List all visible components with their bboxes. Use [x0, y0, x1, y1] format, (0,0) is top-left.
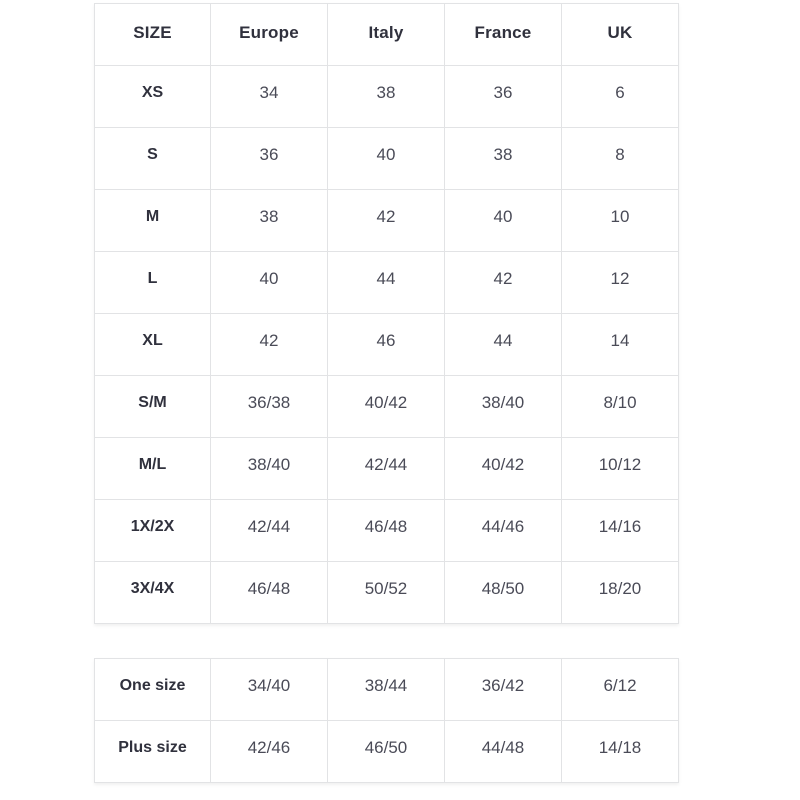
size-value-cell: 36/42	[444, 658, 562, 721]
size-label-cell: S/M	[94, 375, 211, 438]
size-value-cell: 46/48	[327, 499, 445, 562]
size-value-cell: 40/42	[327, 375, 445, 438]
table-row: XS 34 38 36 6	[94, 65, 679, 128]
size-value-cell: 50/52	[327, 561, 445, 624]
size-value-cell: 42/44	[210, 499, 328, 562]
table-row: S/M 36/38 40/42 38/40 8/10	[94, 375, 679, 438]
size-table-body: XS 34 38 36 6 S 36 40 38 8 M 38 42 40 10 L 40 44 42 12 XL 42 4…	[94, 65, 679, 624]
table-row: M 38 42 40 10	[94, 189, 679, 252]
size-value-cell: 40/42	[444, 437, 562, 500]
size-label-cell: L	[94, 251, 211, 314]
size-value-cell: 38/40	[444, 375, 562, 438]
size-value-cell: 34/40	[210, 658, 328, 721]
size-label-cell: 1X/2X	[94, 499, 211, 562]
size-value-cell: 14	[561, 313, 679, 376]
size-value-cell: 38	[327, 65, 445, 128]
size-value-cell: 12	[561, 251, 679, 314]
column-header: UK	[561, 3, 679, 66]
size-label-cell: M	[94, 189, 211, 252]
size-label-cell: XS	[94, 65, 211, 128]
size-value-cell: 44	[327, 251, 445, 314]
size-value-cell: 10/12	[561, 437, 679, 500]
table-row: XL 42 46 44 14	[94, 313, 679, 376]
size-value-cell: 6/12	[561, 658, 679, 721]
size-value-cell: 46	[327, 313, 445, 376]
table-row: 1X/2X 42/44 46/48 44/46 14/16	[94, 499, 679, 562]
table-row: 3X/4X 46/48 50/52 48/50 18/20	[94, 561, 679, 624]
size-label-cell: S	[94, 127, 211, 190]
size-value-cell: 14/18	[561, 720, 679, 783]
size-value-cell: 6	[561, 65, 679, 128]
size-value-cell: 42/46	[210, 720, 328, 783]
size-value-cell: 38	[444, 127, 562, 190]
size-value-cell: 40	[444, 189, 562, 252]
size-value-cell: 8	[561, 127, 679, 190]
size-label-cell: One size	[94, 658, 211, 721]
table-row: S 36 40 38 8	[94, 127, 679, 190]
size-value-cell: 38/44	[327, 658, 445, 721]
table-row: M/L 38/40 42/44 40/42 10/12	[94, 437, 679, 500]
size-value-cell: 48/50	[444, 561, 562, 624]
size-value-cell: 46/50	[327, 720, 445, 783]
size-label-cell: 3X/4X	[94, 561, 211, 624]
table-row: L 40 44 42 12	[94, 251, 679, 314]
table-row: Plus size 42/46 46/50 44/48 14/18	[94, 720, 679, 783]
size-value-cell: 42	[210, 313, 328, 376]
size-value-cell: 42/44	[327, 437, 445, 500]
header-row: SIZE Europe Italy France UK	[94, 3, 679, 66]
size-chart-page: SIZE Europe Italy France UK XS 34 38 36 6 S 36 40 38…	[94, 3, 679, 783]
size-conversion-table: SIZE Europe Italy France UK XS 34 38 36 6 S 36 40 38…	[94, 3, 679, 624]
column-header: Italy	[327, 3, 445, 66]
size-value-cell: 36	[444, 65, 562, 128]
size-value-cell: 44/48	[444, 720, 562, 783]
size-value-cell: 42	[327, 189, 445, 252]
size-value-cell: 44/46	[444, 499, 562, 562]
table-row: One size 34/40 38/44 36/42 6/12	[94, 658, 679, 721]
size-label-cell: XL	[94, 313, 211, 376]
column-header: Europe	[210, 3, 328, 66]
column-header: France	[444, 3, 562, 66]
size-value-cell: 34	[210, 65, 328, 128]
size-value-cell: 38	[210, 189, 328, 252]
size-value-cell: 40	[327, 127, 445, 190]
size-value-cell: 36/38	[210, 375, 328, 438]
size-label-cell: Plus size	[94, 720, 211, 783]
special-sizes-table: One size 34/40 38/44 36/42 6/12 Plus size 42/4…	[94, 658, 679, 783]
size-value-cell: 10	[561, 189, 679, 252]
size-value-cell: 8/10	[561, 375, 679, 438]
size-value-cell: 38/40	[210, 437, 328, 500]
size-value-cell: 40	[210, 251, 328, 314]
size-value-cell: 18/20	[561, 561, 679, 624]
size-value-cell: 14/16	[561, 499, 679, 562]
column-header: SIZE	[94, 3, 211, 66]
size-value-cell: 42	[444, 251, 562, 314]
size-value-cell: 44	[444, 313, 562, 376]
size-value-cell: 36	[210, 127, 328, 190]
special-sizes-body: One size 34/40 38/44 36/42 6/12 Plus size 42/4…	[94, 658, 679, 783]
size-label-cell: M/L	[94, 437, 211, 500]
size-value-cell: 46/48	[210, 561, 328, 624]
size-table-header: SIZE Europe Italy France UK	[94, 3, 679, 66]
